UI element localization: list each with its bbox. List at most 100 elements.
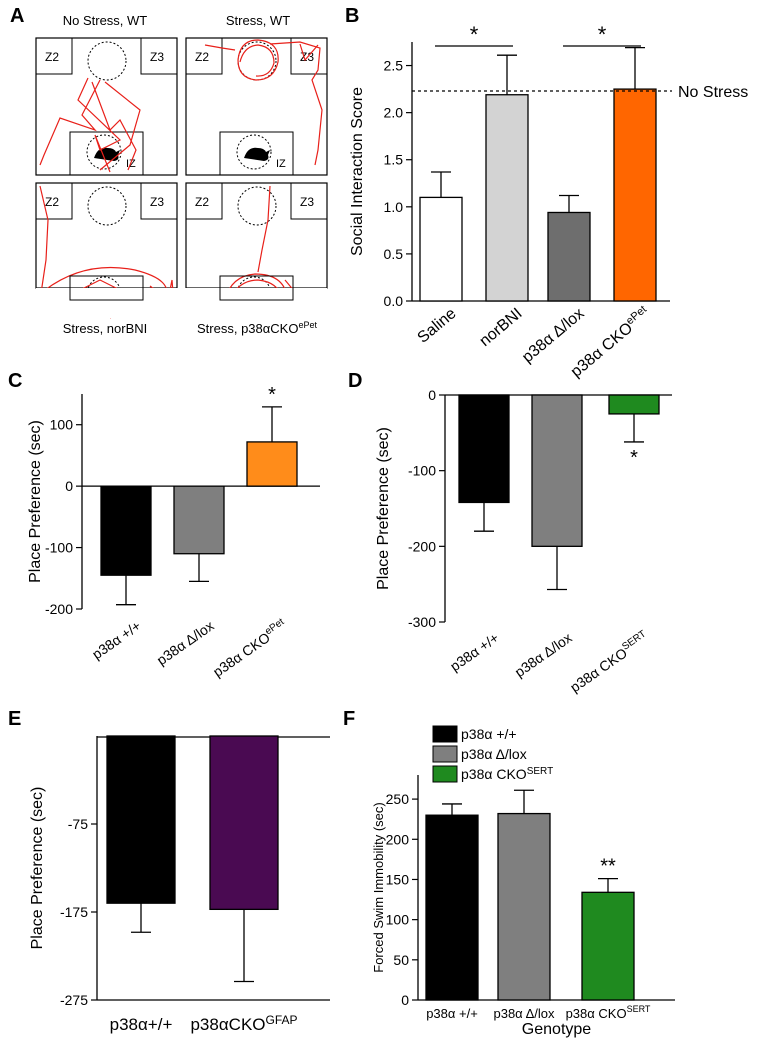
zone-z2-label: Z2 <box>45 195 59 209</box>
y-tick-label: 100 <box>386 912 410 928</box>
zone-z3-label: Z3 <box>300 195 314 209</box>
significance-marker: * <box>268 384 276 406</box>
bar <box>581 891 635 1001</box>
y-axis-label: Social Interaction Score <box>349 87 366 256</box>
mouse-icon <box>244 147 270 161</box>
y-tick-label: -75 <box>68 816 88 832</box>
legend-label-base: p38α CKO <box>461 766 527 782</box>
target-circle <box>237 186 277 226</box>
y-tick-label: -175 <box>60 904 88 920</box>
significance-marker: * <box>630 447 638 469</box>
significance-marker: ** <box>600 856 616 878</box>
category-label-sup: ePet <box>624 304 649 328</box>
bar <box>173 485 225 555</box>
legend-label-sup: SERT <box>527 766 554 777</box>
bar <box>608 394 660 415</box>
bar <box>497 812 551 1001</box>
panel-letter-f: F <box>343 708 355 730</box>
panel-letter-c: C <box>8 370 22 392</box>
category-label-base: p38α Δ/lox <box>512 629 575 680</box>
y-tick-label: 50 <box>393 952 409 968</box>
category-label-base: p38α CKO <box>210 629 273 680</box>
significance-marker: * <box>470 22 479 47</box>
category-label: p38α Δ/lox <box>154 617 217 668</box>
category-label: Saline <box>415 305 460 347</box>
category-label: p38α Δ/lox <box>519 305 587 366</box>
panel-a: No Stress, WT Z2 Z3 IZ Stress, WT Z2 Z3 <box>35 13 328 336</box>
y-tick-label: -300 <box>408 614 436 630</box>
legend-label: p38α Δ/lox <box>461 746 527 762</box>
chart-f: 0 50 100 150 200 250 ** p38α +/+ p38α Δ/lox p38α … <box>371 725 675 1038</box>
zone-z2-box <box>185 182 223 220</box>
bar <box>531 394 583 547</box>
arena-no-stress-wt: No Stress, WT Z2 Z3 IZ <box>35 13 178 176</box>
y-tick-label: -200 <box>45 601 73 617</box>
bar <box>458 394 510 504</box>
category-label-base: Saline <box>415 305 460 347</box>
category-label-base: p38α Δ/lox <box>493 1006 555 1021</box>
category-label-base: p38α CKO <box>567 644 630 695</box>
category-label-base: p38α +/+ <box>89 617 144 662</box>
movement-track <box>204 39 323 166</box>
legend-swatch <box>432 765 458 783</box>
category-label: p38α+/+ <box>110 1015 173 1034</box>
y-tick-label: 2.5 <box>384 58 404 74</box>
category-label: p38α +/+ <box>426 1006 478 1021</box>
y-tick-label: 0.5 <box>384 246 404 262</box>
zone-z2-label: Z2 <box>195 195 209 209</box>
y-tick-label: -275 <box>60 992 88 1008</box>
panel-letter-a: A <box>10 5 24 27</box>
y-tick-label: 200 <box>386 831 410 847</box>
category-label-base: p38αCKO <box>190 1015 265 1034</box>
category-label-base: norBNI <box>476 305 525 350</box>
y-tick-label: 2.0 <box>384 105 404 121</box>
interaction-zone <box>219 131 294 176</box>
category-label: p38α +/+ <box>447 629 502 674</box>
target-circle <box>237 41 277 81</box>
zone-iz-label: IZ <box>276 158 286 170</box>
category-label-sup: SERT <box>627 1004 651 1014</box>
zone-z2-label: Z2 <box>195 50 209 64</box>
interaction-zone <box>69 131 144 176</box>
zone-z3-label: Z3 <box>150 195 164 209</box>
y-tick-label: 100 <box>50 417 74 433</box>
panel-letter-e: E <box>8 708 21 730</box>
category-label-sup: SERT <box>620 629 648 653</box>
interaction-zone-edge <box>219 275 294 301</box>
y-tick-label: 150 <box>386 871 410 887</box>
reference-line-label: No Stress <box>678 84 748 101</box>
zone-z3-box <box>140 37 178 75</box>
bar <box>106 735 176 904</box>
mouse-icon <box>94 147 120 161</box>
zone-z3-label: Z3 <box>150 50 164 64</box>
category-label-base: p38α Δ/lox <box>154 617 217 668</box>
legend-label: p38α +/+ <box>461 726 517 742</box>
y-axis-label: Place Preference (sec) <box>375 427 392 590</box>
bar <box>547 211 591 302</box>
target-circle <box>87 41 127 81</box>
legend-label-base: p38α +/+ <box>461 726 517 742</box>
x-axis-label: Genotype <box>522 1021 591 1038</box>
arena-caption: No Stress, WT <box>63 13 148 28</box>
significance-marker: * <box>598 22 607 47</box>
interaction-zone-edge <box>69 275 144 301</box>
y-tick-label: 0 <box>65 478 73 494</box>
category-label-base: p38α +/+ <box>447 629 502 674</box>
bar <box>425 814 479 1001</box>
target-circle <box>87 186 127 226</box>
y-tick-label: -100 <box>408 463 436 479</box>
category-label: p38α CKOSERT <box>566 629 651 696</box>
zone-z3-box <box>140 182 178 220</box>
category-label: norBNI <box>476 305 525 350</box>
arena-caption: Stress, norBNI <box>63 321 148 336</box>
category-label: p38α +/+ <box>89 617 144 662</box>
bar <box>613 88 657 302</box>
arena-caption: Stress, p38αCKOePet <box>197 320 317 336</box>
category-label-base: p38α CKO <box>566 1006 627 1021</box>
y-tick-label: 1.5 <box>384 152 404 168</box>
arena-caption-strip <box>36 288 327 318</box>
